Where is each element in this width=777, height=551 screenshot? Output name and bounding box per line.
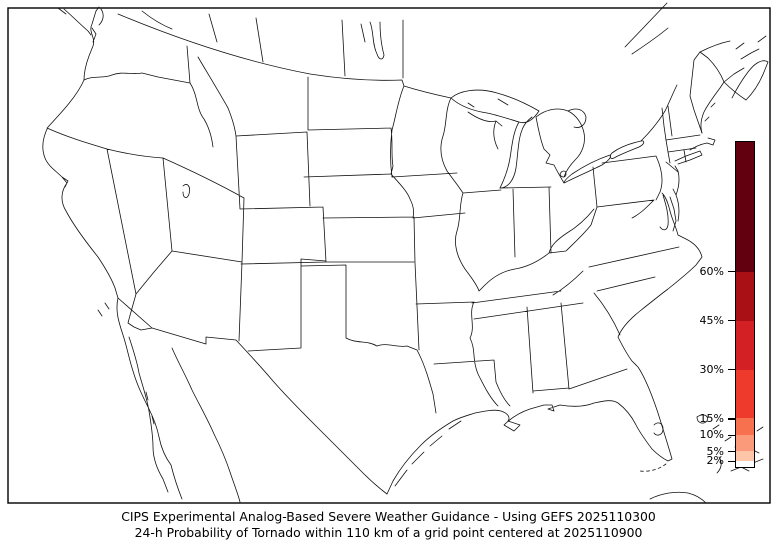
colorbar-tickmark-5	[728, 451, 735, 453]
colorbar-ticklabel-30: 30%	[699, 362, 724, 376]
caption-line-1: CIPS Experimental Analog-Based Severe We…	[121, 509, 656, 524]
colorbar-segment-15-30	[736, 369, 754, 419]
gulf-atlantic-coastline	[386, 81, 725, 495]
basemap	[7, 2, 771, 504]
colorbar-ticklabel-10: 10%	[699, 428, 724, 442]
colorbar-segment-2-5	[736, 450, 754, 461]
maine-maritimes	[689, 35, 769, 134]
map-frame	[7, 7, 771, 504]
colorbar-segment-60-100	[736, 142, 754, 272]
colorbar-ticklabel-15: 15%	[699, 411, 724, 425]
colorbar-ticklabel-2: 2%	[706, 454, 724, 468]
colorbar-ticklabel-45: 45%	[699, 313, 724, 327]
canada-borders	[117, 2, 678, 142]
great-lakes	[450, 89, 645, 189]
colorbar-segment-5-10	[736, 434, 754, 451]
state-borders	[46, 45, 701, 414]
colorbar-tickmark-2	[728, 460, 735, 463]
colorbar-tickmark-15	[728, 418, 735, 420]
caption: CIPS Experimental Analog-Based Severe We…	[0, 509, 777, 540]
florida-keys	[639, 463, 667, 472]
mexico-border-and-coast	[116, 297, 388, 503]
colorbar-ticklabel-60: 60%	[699, 264, 724, 278]
vancouver-island	[57, 6, 104, 36]
colorbar-segment-30-45	[736, 320, 754, 370]
colorbar-tickmark-45	[728, 320, 735, 322]
colorbar-ticklabel-5: 5%	[706, 444, 724, 458]
colorbar-segment-0-2	[736, 460, 754, 467]
colorbar-segment-10-15	[736, 418, 754, 435]
colorbar-segment-45-60	[736, 272, 754, 321]
probability-colorbar	[735, 141, 755, 468]
caption-line-2: 24-h Probability of Tornado within 110 k…	[134, 524, 643, 540]
colorbar-tickmark-60	[728, 271, 735, 273]
west-coastline	[42, 10, 119, 299]
islands	[97, 302, 764, 504]
colorbar-tickmark-30	[728, 369, 735, 371]
colorbar-tick-labels: 60% 45% 30% 15% 10% 5% 2%	[690, 141, 735, 468]
colorbar-tickmark-10	[728, 434, 735, 436]
